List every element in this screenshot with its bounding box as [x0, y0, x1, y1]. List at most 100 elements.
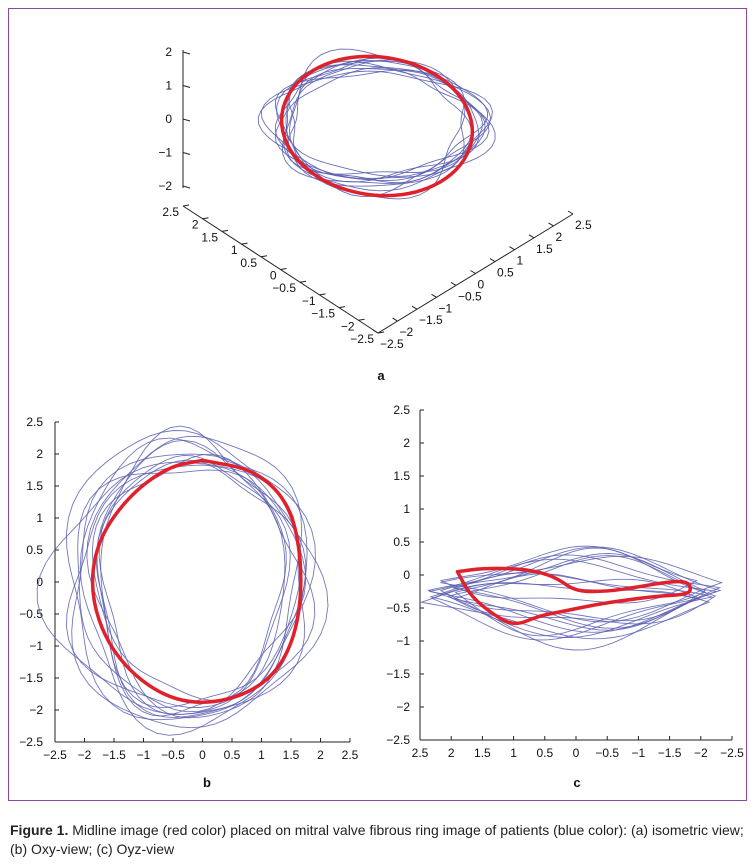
patient-loop	[427, 546, 722, 651]
y-tick-label: 1	[517, 254, 524, 268]
figure-caption: Figure 1. Midline image (red color) plac…	[10, 821, 745, 859]
x-tick-label: 2	[192, 218, 199, 232]
y-tick-label: −1.5	[419, 313, 443, 327]
y-tick-mark	[509, 246, 515, 251]
patient-loop	[79, 437, 308, 736]
x-tick-label: −0.5	[272, 281, 296, 295]
x-tick-label: −2	[78, 748, 92, 762]
y-tick-label: 0	[478, 278, 485, 292]
x-tick-label: −2	[694, 746, 708, 760]
y-tick-label: 0.5	[497, 266, 514, 280]
x-tick-label: 1	[231, 243, 238, 257]
x-tick-mark	[338, 306, 346, 309]
panel-c-label: c	[573, 775, 580, 790]
patient-loop	[261, 70, 493, 187]
patient-loop	[286, 67, 496, 192]
y-tick-label: 2.5	[393, 403, 410, 417]
y-tick-label: 0	[36, 575, 43, 589]
y-tick-label: −1.5	[19, 671, 43, 685]
panel-c-oyz: 2.521.510.50−0.5−1−1.5−2−2.52.5 2 1.5 1 0.5 0…	[386, 403, 744, 790]
y-tick-label: −2.5	[386, 733, 410, 747]
x-tick-label: 1	[510, 746, 517, 760]
x-tick-label: 0.5	[536, 746, 553, 760]
x-tick-label: 2.5	[342, 748, 359, 762]
patient-loop	[439, 553, 707, 622]
y-tick-mark	[528, 234, 535, 239]
y-tick-mark	[470, 270, 476, 274]
patient-loop	[274, 64, 490, 180]
x-tick-mark	[202, 217, 209, 220]
x-tick-mark	[280, 268, 287, 270]
x-tick-label: −2.5	[720, 746, 744, 760]
z-tick-mark	[182, 51, 191, 55]
caption-label: Figure 1.	[10, 822, 69, 838]
y-tick-label: −1	[439, 301, 453, 315]
patient-loop	[285, 67, 483, 175]
panel-b-oxy: 2.5 2 1.5 1 0.5 0 −0.5 −1 −1.5 −2 −2.5−2.5 −2 −1.5 −1…	[19, 415, 358, 790]
x-tick-label: −1.5	[658, 746, 682, 760]
x-tick-label: 1	[258, 748, 265, 762]
x-tick-label: −1.5	[102, 748, 126, 762]
y-tick-label: −2	[396, 700, 410, 714]
figure-frame	[8, 8, 747, 801]
y-tick-label: 2.5	[26, 415, 43, 429]
midline-loop	[455, 566, 693, 626]
y-tick-label: 2	[36, 447, 43, 461]
y-tick-label: 0.5	[26, 543, 43, 557]
x-tick-label: 1.5	[201, 230, 218, 244]
x-tick-label: −1	[632, 746, 646, 760]
x-tick-label: −2	[341, 319, 355, 333]
x-tick-mark	[260, 255, 268, 258]
y-tick-mark	[489, 258, 496, 263]
y-tick-label: −2	[29, 703, 43, 717]
z-tick-label: −2	[158, 179, 172, 193]
patient-loop	[71, 453, 329, 729]
y-tick-label: −2.5	[380, 337, 404, 351]
y-tick-mark	[372, 329, 379, 334]
y-tick-label: −1	[396, 634, 410, 648]
z-tick-mark	[182, 118, 191, 122]
x-tick-mark	[241, 242, 248, 245]
y-tick-mark	[548, 222, 554, 227]
y-tick-mark	[567, 210, 574, 215]
x-tick-label: −0.5	[161, 748, 185, 762]
y-tick-label: 1	[403, 502, 410, 516]
patient-loop	[429, 558, 717, 633]
x-tick-label: 2.5	[162, 205, 179, 219]
z-tick-label: 2	[165, 45, 172, 59]
x-tick-label: 2	[448, 746, 455, 760]
x-tick-label: −2.5	[43, 748, 67, 762]
y-tick-label: 1	[36, 511, 43, 525]
x-tick-label: −2.5	[350, 332, 374, 346]
patient-loop	[86, 435, 303, 719]
patient-loop	[36, 461, 305, 715]
y-tick-label: −0.5	[19, 607, 43, 621]
x-tick-mark	[221, 229, 229, 232]
z-tick-label: −1	[158, 146, 172, 160]
y-tick-mark	[411, 305, 418, 310]
patient-loop	[91, 453, 287, 701]
x-tick-mark	[358, 318, 365, 321]
z-tick-label: 0	[165, 112, 172, 126]
x-tick-label: 1.5	[283, 748, 300, 762]
patient-loop	[274, 60, 480, 183]
panel-a-isometric: 210−1−22.521.510.50−0.5−1−1.5−2−2.5 −2.5−…	[158, 45, 592, 383]
y-tick-mark	[392, 317, 398, 322]
patient-loop	[439, 545, 698, 604]
panel-a-label: a	[377, 368, 385, 383]
x-tick-label: 0	[573, 746, 580, 760]
y-tick-label: 1.5	[536, 242, 553, 256]
z-tick-label: 1	[165, 79, 172, 93]
x-tick-label: 0.5	[224, 748, 241, 762]
x-tick-label: 0.5	[240, 256, 257, 270]
x-tick-label: −1	[302, 294, 316, 308]
z-tick-mark	[182, 152, 191, 155]
caption-text: Midline image (red color) placed on mitr…	[10, 822, 744, 857]
patient-loop	[257, 60, 465, 179]
z-tick-mark	[182, 85, 191, 88]
x-tick-label: −0.5	[595, 746, 619, 760]
y-tick-label: 0.5	[393, 535, 410, 549]
y-tick-label: 1.5	[393, 469, 410, 483]
patient-loop	[283, 59, 472, 184]
